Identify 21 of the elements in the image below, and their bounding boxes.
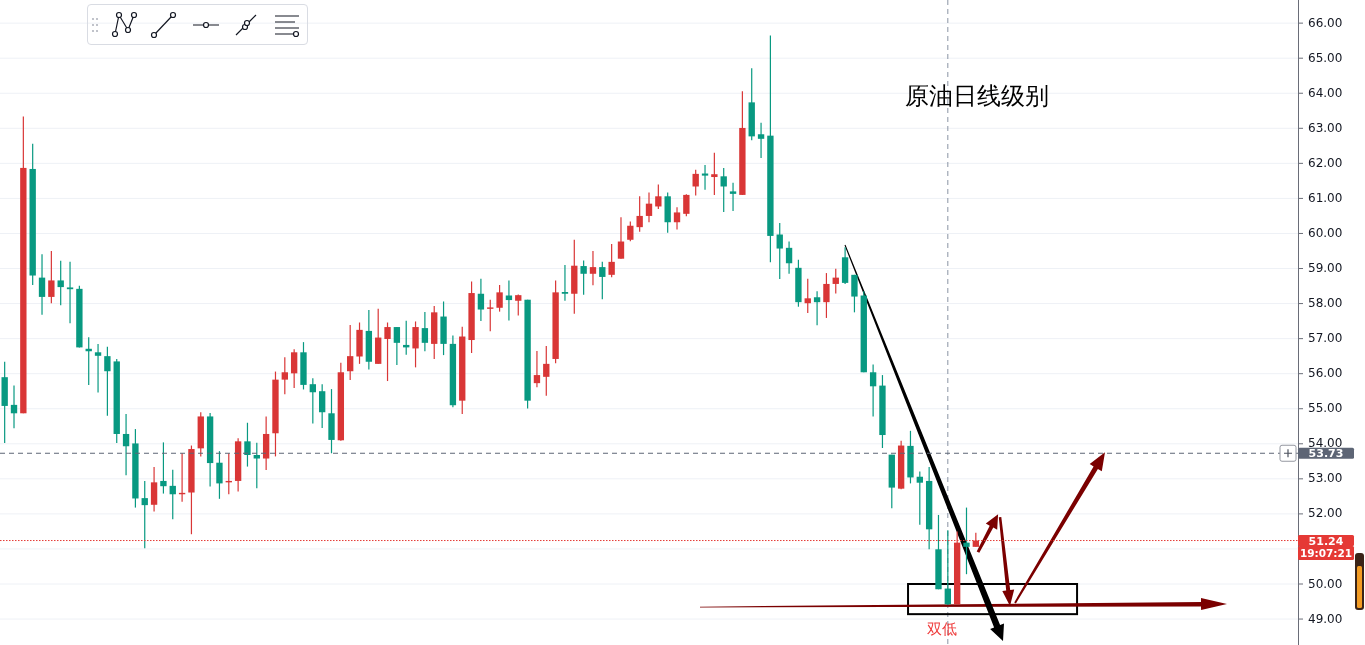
y-tick-label: 49.00 [1308, 611, 1343, 626]
y-tick-label: 61.00 [1308, 191, 1343, 206]
ref-line-label: 53.73 [1308, 447, 1344, 461]
y-tick-label: 65.00 [1308, 50, 1343, 65]
y-tick-label: 62.00 [1308, 155, 1343, 170]
y-tick-label: 64.00 [1308, 85, 1343, 100]
ref-line-label: 51.24 [1308, 534, 1344, 548]
y-tick-label: 56.00 [1308, 366, 1343, 381]
y-tick-label: 57.00 [1308, 331, 1343, 346]
y-tick-label: 58.00 [1308, 296, 1343, 311]
y-tick-label: 63.00 [1308, 120, 1343, 135]
y-tick-label: 53.00 [1308, 471, 1343, 486]
text: 原油日线级别 [904, 82, 1049, 110]
y-tick-label: 55.00 [1308, 401, 1343, 416]
timer-tag: 19:07:21 [1298, 546, 1354, 561]
y-tick-label: 59.00 [1308, 261, 1343, 276]
y-tick-label: 60.00 [1308, 226, 1343, 241]
annotation: 双低 [927, 620, 958, 639]
y-tick-label: 52.00 [1308, 506, 1343, 521]
y-tick-label: 66.00 [1308, 15, 1343, 30]
y-tick-label: 50.00 [1308, 576, 1343, 591]
